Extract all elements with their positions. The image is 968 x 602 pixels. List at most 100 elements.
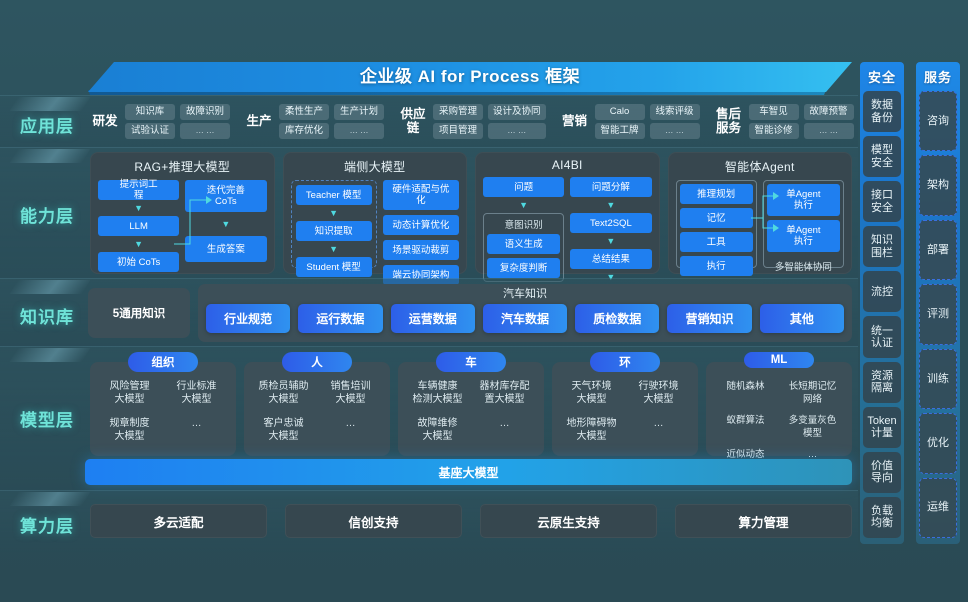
security-item-value-orientation[interactable]: 价值 导向 [863, 451, 901, 493]
model-item[interactable]: 天气环境 大模型 [571, 381, 612, 405]
node-question-decomposition[interactable]: 问题分解 [570, 177, 652, 197]
capability-card-edge-model[interactable]: 端侧大模型 Teacher 模型 ▼ 知识提取 ▼ Student 模型 硬件适… [282, 152, 467, 285]
node-dynamic-compute-opt[interactable]: 动态计算优化 [382, 215, 459, 235]
model-item-more[interactable]: … [807, 449, 818, 460]
service-item-architecture[interactable]: 架构 [919, 155, 957, 216]
app-chip[interactable]: 车智见 [748, 103, 799, 120]
security-item-knowledge-fence[interactable]: 知识 围栏 [863, 226, 901, 268]
app-chip[interactable]: 故障预警 [803, 103, 854, 120]
base-model-bar[interactable]: 基座大模型 [85, 459, 852, 485]
app-chip-more[interactable]: ... ... [649, 122, 700, 139]
knowledge-tag[interactable]: 营销知识 [667, 304, 752, 333]
model-item[interactable]: 长短期记忆 网络 [788, 381, 837, 405]
app-chip-more[interactable]: ... ... [180, 122, 230, 139]
knowledge-tag[interactable]: 其他 [759, 304, 844, 333]
node-semantic-generation[interactable]: 语义生成 [487, 234, 561, 254]
service-item-consulting[interactable]: 咨询 [919, 91, 957, 152]
knowledge-general-card[interactable]: 5通用知识 [88, 288, 190, 338]
node-single-agent-exec-2[interactable]: 单Agent 执行 [766, 220, 840, 252]
app-chip[interactable]: 库存优化 [279, 122, 329, 139]
model-item[interactable]: 随机森林 [726, 381, 765, 392]
app-chip[interactable]: 柔性生产 [279, 103, 329, 120]
model-card-ml[interactable]: ML 随机森林 长短期记忆 网络 蚁群算法 多变量灰色 模型 近似动态 规划 … [706, 352, 852, 473]
model-item[interactable]: 器材库存配 置大模型 [479, 381, 530, 405]
model-card-environment[interactable]: 环 天气环境 大模型 行驶环境 大模型 地形障碍物 大模型 … [552, 352, 698, 456]
security-item-api-security[interactable]: 接口 安全 [863, 181, 901, 223]
app-chip[interactable]: 故障识别 [180, 103, 230, 120]
app-chip[interactable]: 生产计划 [334, 103, 384, 120]
app-chip-more[interactable]: ... ... [803, 122, 854, 139]
knowledge-tag[interactable]: 运行数据 [298, 304, 383, 333]
model-item[interactable]: 质检员辅助 大模型 [258, 381, 309, 405]
security-item-data-backup[interactable]: 数据 备份 [863, 91, 901, 133]
security-item-load-balancing[interactable]: 负载 均衡 [863, 496, 901, 538]
model-card-organization[interactable]: 组织 风险管理 大模型 行业标准 大模型 规章制度 大模型 … [90, 352, 236, 456]
service-item-training[interactable]: 训练 [919, 348, 957, 410]
knowledge-tag[interactable]: 行业规范 [206, 304, 291, 333]
app-chip[interactable]: 采购管理 [433, 103, 483, 120]
model-item[interactable]: 蚁群算法 [726, 415, 765, 426]
app-chip[interactable]: Calo [594, 103, 645, 120]
node-text2sql[interactable]: Text2SQL [570, 213, 652, 233]
compute-item-multicloud[interactable]: 多云适配 [90, 504, 267, 538]
model-item[interactable]: 行业标准 大模型 [176, 381, 217, 405]
node-initial-cots[interactable]: 初始 CoTs [98, 252, 180, 272]
node-reasoning-planning[interactable]: 推理规划 [679, 184, 753, 204]
model-item-more[interactable]: … [191, 418, 202, 429]
node-tools[interactable]: 工具 [679, 232, 753, 252]
model-item[interactable]: 风险管理 大模型 [109, 381, 150, 405]
app-chip-more[interactable]: ... ... [334, 122, 384, 139]
app-chip-more[interactable]: ... ... [488, 122, 546, 139]
compute-item-management[interactable]: 算力管理 [675, 504, 852, 538]
node-single-agent-exec-1[interactable]: 单Agent 执行 [766, 184, 840, 216]
app-chip[interactable]: 线索评级 [649, 103, 700, 120]
compute-item-xinchuang[interactable]: 信创支持 [285, 504, 462, 538]
app-chip[interactable]: 知识库 [125, 103, 175, 120]
node-iterative-cots[interactable]: 迭代完善 CoTs [185, 180, 267, 212]
node-prompt-engineering[interactable]: 提示词工 程 [98, 179, 180, 201]
app-chip[interactable]: 设计及协同 [488, 103, 546, 120]
security-item-unified-auth[interactable]: 统一 认证 [863, 316, 901, 358]
node-complexity-judgement[interactable]: 复杂度判断 [487, 258, 561, 278]
capability-card-rag[interactable]: RAG+推理大模型 提示词工 程 ▼ LLM ▼ 初始 CoTs 迭代完善 Co… [90, 152, 275, 274]
service-item-evaluation[interactable]: 评测 [919, 284, 957, 345]
service-item-operations[interactable]: 运维 [919, 477, 957, 538]
compute-item-cloudnative[interactable]: 云原生支持 [480, 504, 657, 538]
security-item-flow-control[interactable]: 流控 [863, 271, 901, 313]
security-item-model-security[interactable]: 模型 安全 [863, 136, 901, 178]
node-scene-driven-pruning[interactable]: 场景驱动裁剪 [382, 240, 459, 260]
model-card-vehicle[interactable]: 车 车辆健康 检测大模型 器材库存配 置大模型 故障维修 大模型 … [398, 352, 544, 456]
model-item-more[interactable]: … [345, 418, 356, 429]
security-item-token-metering[interactable]: Token 计量 [863, 406, 901, 448]
node-summary-result[interactable]: 总结结果 [570, 249, 652, 269]
app-chip[interactable]: 智能诊修 [748, 122, 799, 139]
node-execution[interactable]: 执行 [679, 256, 753, 276]
model-item-more[interactable]: … [499, 418, 510, 429]
service-item-deployment[interactable]: 部署 [919, 219, 957, 281]
knowledge-tag[interactable]: 质检数据 [575, 304, 660, 333]
node-llm[interactable]: LLM [98, 216, 180, 236]
model-item[interactable]: 客户忠诚 大模型 [263, 418, 304, 442]
node-memory[interactable]: 记忆 [679, 208, 753, 228]
model-item[interactable]: 多变量灰色 模型 [788, 415, 837, 439]
app-chip[interactable]: 试验认证 [125, 122, 175, 139]
model-item[interactable]: 规章制度 大模型 [109, 418, 150, 442]
service-item-optimization[interactable]: 优化 [919, 413, 957, 474]
app-chip[interactable]: 智能工牌 [594, 122, 645, 139]
model-item-more[interactable]: … [653, 418, 664, 429]
model-item[interactable]: 行驶环境 大模型 [638, 381, 679, 405]
capability-card-agent[interactable]: 智能体Agent 推理规划 记忆 工具 执行 单Agent 执行 单Agent … [667, 152, 852, 276]
model-item[interactable]: 地形障碍物 大模型 [566, 418, 617, 442]
model-card-people[interactable]: 人 质检员辅助 大模型 销售培训 大模型 客户忠诚 大模型 … [244, 352, 390, 456]
node-teacher-model[interactable]: Teacher 模型 [295, 185, 372, 205]
app-chip[interactable]: 项目管理 [433, 122, 483, 139]
model-item[interactable]: 销售培训 大模型 [330, 381, 371, 405]
node-generate-answer[interactable]: 生成答案 [185, 236, 267, 262]
knowledge-tag[interactable]: 运营数据 [390, 304, 475, 333]
model-item[interactable]: 故障维修 大模型 [417, 418, 458, 442]
node-question[interactable]: 问题 [483, 177, 565, 197]
node-knowledge-extraction[interactable]: 知识提取 [295, 221, 372, 241]
node-student-model[interactable]: Student 模型 [295, 257, 372, 277]
model-item[interactable]: 车辆健康 检测大模型 [412, 381, 463, 405]
knowledge-tag[interactable]: 汽车数据 [482, 304, 568, 333]
